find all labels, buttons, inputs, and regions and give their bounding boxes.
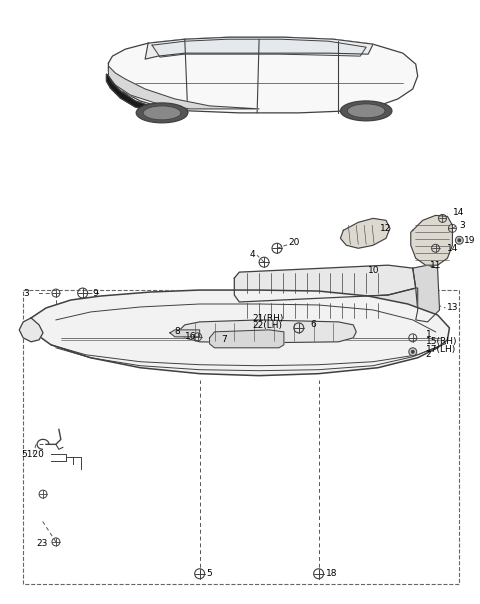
Text: 10: 10 xyxy=(368,266,380,275)
Circle shape xyxy=(411,350,414,353)
Ellipse shape xyxy=(348,104,385,118)
Text: 11: 11 xyxy=(430,261,441,269)
Polygon shape xyxy=(108,37,418,113)
Ellipse shape xyxy=(136,103,188,123)
Ellipse shape xyxy=(340,101,392,121)
Polygon shape xyxy=(19,318,43,342)
Text: 16: 16 xyxy=(185,332,196,341)
Polygon shape xyxy=(152,39,366,57)
Text: 17(LH): 17(LH) xyxy=(426,345,456,355)
Polygon shape xyxy=(411,216,453,265)
Text: 5: 5 xyxy=(206,569,212,578)
Text: 23: 23 xyxy=(36,539,48,548)
Polygon shape xyxy=(210,330,284,348)
Polygon shape xyxy=(170,330,200,337)
Polygon shape xyxy=(180,320,356,343)
Text: 2: 2 xyxy=(426,350,431,359)
Text: 7: 7 xyxy=(221,335,227,344)
Polygon shape xyxy=(107,74,158,113)
Text: 18: 18 xyxy=(325,569,337,578)
Text: 14: 14 xyxy=(447,244,459,252)
Text: 1: 1 xyxy=(426,330,432,339)
Polygon shape xyxy=(108,66,259,109)
Text: 12: 12 xyxy=(380,224,391,233)
Text: 6: 6 xyxy=(311,320,316,329)
Polygon shape xyxy=(231,288,418,328)
Text: 15(RH): 15(RH) xyxy=(426,337,457,346)
Text: 9: 9 xyxy=(93,289,98,298)
Text: 8: 8 xyxy=(175,327,180,336)
Ellipse shape xyxy=(143,106,181,120)
Text: 5120: 5120 xyxy=(21,450,44,459)
Text: 3: 3 xyxy=(459,221,465,230)
Text: 14: 14 xyxy=(454,208,465,217)
Circle shape xyxy=(409,348,417,356)
Polygon shape xyxy=(234,265,416,302)
Text: 3: 3 xyxy=(23,289,29,298)
Text: 13: 13 xyxy=(447,303,459,312)
Text: 19: 19 xyxy=(464,236,476,245)
Text: 21(RH): 21(RH) xyxy=(252,315,284,323)
Polygon shape xyxy=(31,290,449,376)
Bar xyxy=(23,290,459,583)
Polygon shape xyxy=(145,37,373,59)
Circle shape xyxy=(458,239,461,242)
Polygon shape xyxy=(340,219,390,248)
Polygon shape xyxy=(413,265,440,322)
Text: 22(LH): 22(LH) xyxy=(252,321,282,330)
Circle shape xyxy=(456,236,463,244)
Text: 4: 4 xyxy=(249,249,255,259)
Text: 20: 20 xyxy=(289,238,300,247)
